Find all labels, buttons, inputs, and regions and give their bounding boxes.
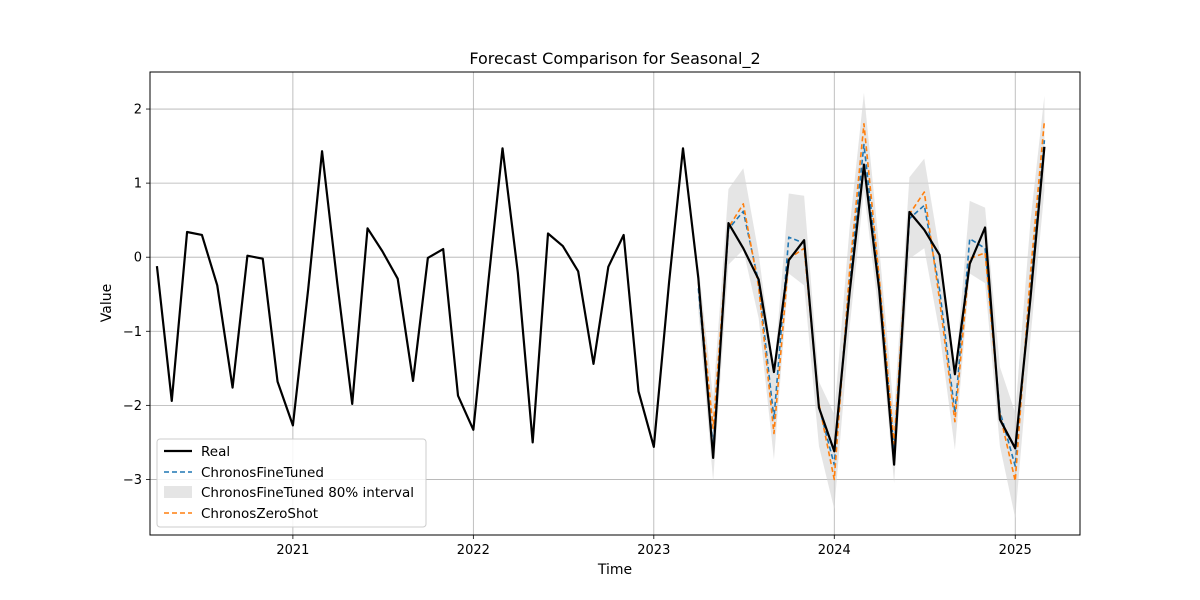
series-line-real [155,146,1046,466]
series-layer [155,120,1046,482]
interval-band-layer [698,92,1045,518]
x-tick-label: 2021 [276,543,309,558]
legend-swatch-interval [164,486,192,498]
y-tick-label: 2 [134,103,142,118]
y-tick-label: −1 [123,325,142,340]
legend-label-finetuned: ChronosFineTuned [201,465,324,481]
y-axis-label: Value [99,284,115,322]
ticks: 2021 2022 2023 2024 2025 −3 −2 −1 0 1 2 [123,103,1032,558]
y-tick-label: −2 [123,399,142,414]
series-line-chronoszeroshot [697,120,1046,482]
legend-label-real: Real [201,444,230,460]
plot-frame [149,71,1081,536]
y-tick-label: 0 [134,251,142,266]
x-axis-label: Time [597,562,632,578]
legend-label-zeroshot: ChronosZeroShot [201,506,318,522]
x-tick-label: 2022 [457,543,490,558]
legend-label-interval: ChronosFineTuned 80% interval [201,485,414,501]
y-tick-label: 1 [134,177,142,192]
chart-title: Forecast Comparison for Seasonal_2 [469,49,760,69]
x-tick-label: 2025 [999,543,1032,558]
series-line-chronosfinetuned [697,140,1046,467]
y-tick-label: −3 [123,473,142,488]
x-tick-label: 2024 [818,543,851,558]
interval-band [698,92,1045,518]
x-tick-label: 2023 [637,543,670,558]
legend: Real ChronosFineTuned ChronosFineTuned 8… [156,438,427,528]
legend-box [156,438,427,528]
